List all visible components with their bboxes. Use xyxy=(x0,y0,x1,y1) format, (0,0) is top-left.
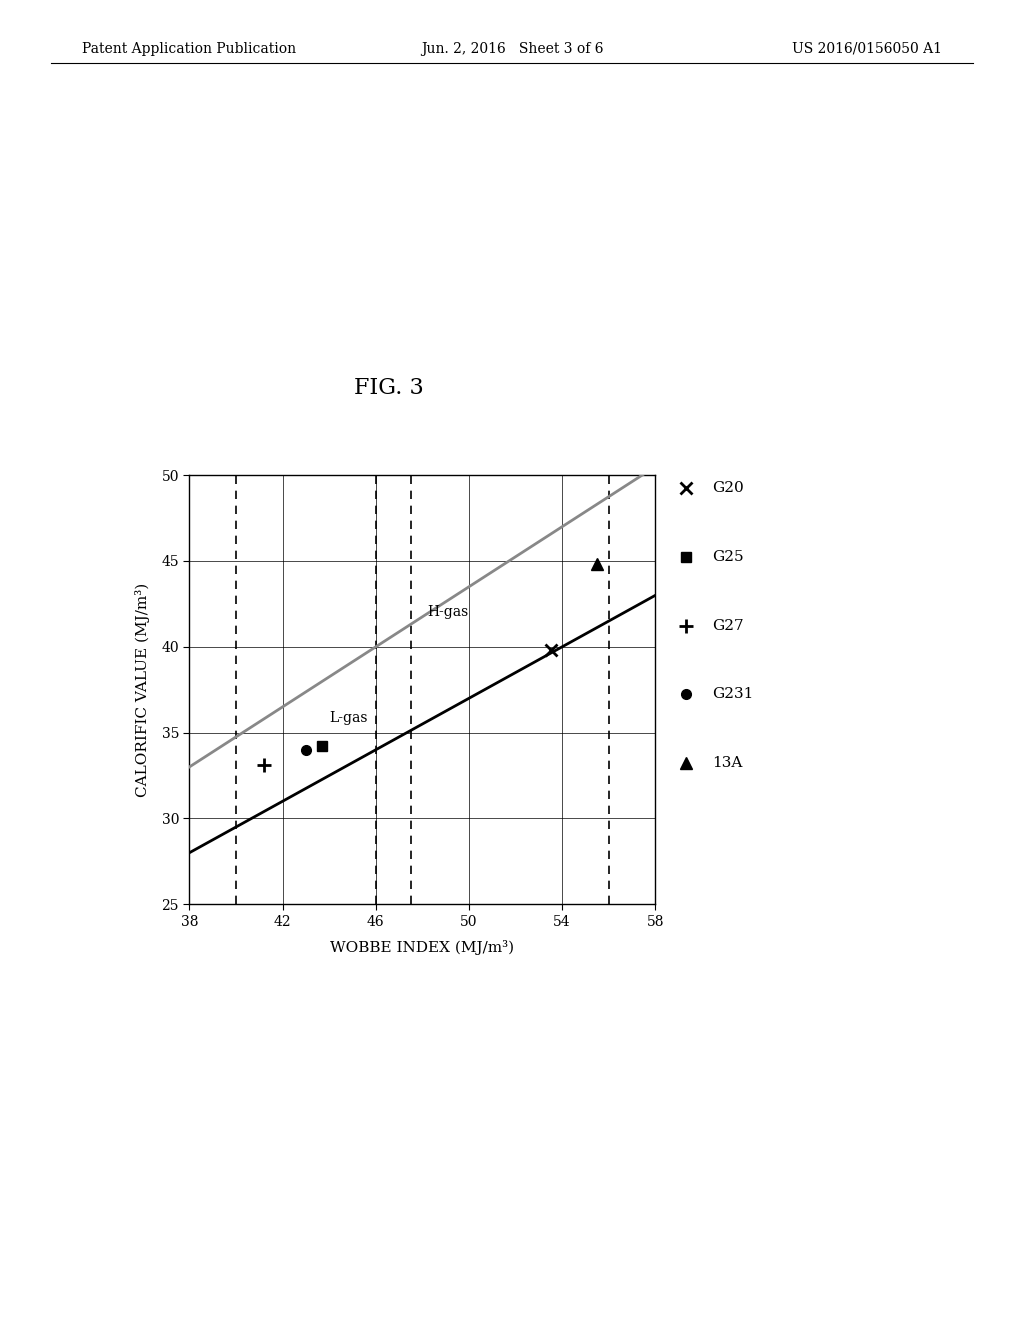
Text: Jun. 2, 2016   Sheet 3 of 6: Jun. 2, 2016 Sheet 3 of 6 xyxy=(421,42,603,55)
Text: G25: G25 xyxy=(712,550,743,564)
Text: G27: G27 xyxy=(712,619,743,632)
Text: Patent Application Publication: Patent Application Publication xyxy=(82,42,296,55)
Text: US 2016/0156050 A1: US 2016/0156050 A1 xyxy=(793,42,942,55)
Text: G20: G20 xyxy=(712,482,743,495)
Text: H-gas: H-gas xyxy=(427,605,468,619)
X-axis label: WOBBE INDEX (MJ/m³): WOBBE INDEX (MJ/m³) xyxy=(331,940,514,954)
Text: G231: G231 xyxy=(712,688,753,701)
Text: 13A: 13A xyxy=(712,756,742,770)
Text: L-gas: L-gas xyxy=(330,711,368,725)
Y-axis label: CALORIFIC VALUE (MJ/m³): CALORIFIC VALUE (MJ/m³) xyxy=(135,582,151,797)
Text: FIG. 3: FIG. 3 xyxy=(354,378,424,399)
